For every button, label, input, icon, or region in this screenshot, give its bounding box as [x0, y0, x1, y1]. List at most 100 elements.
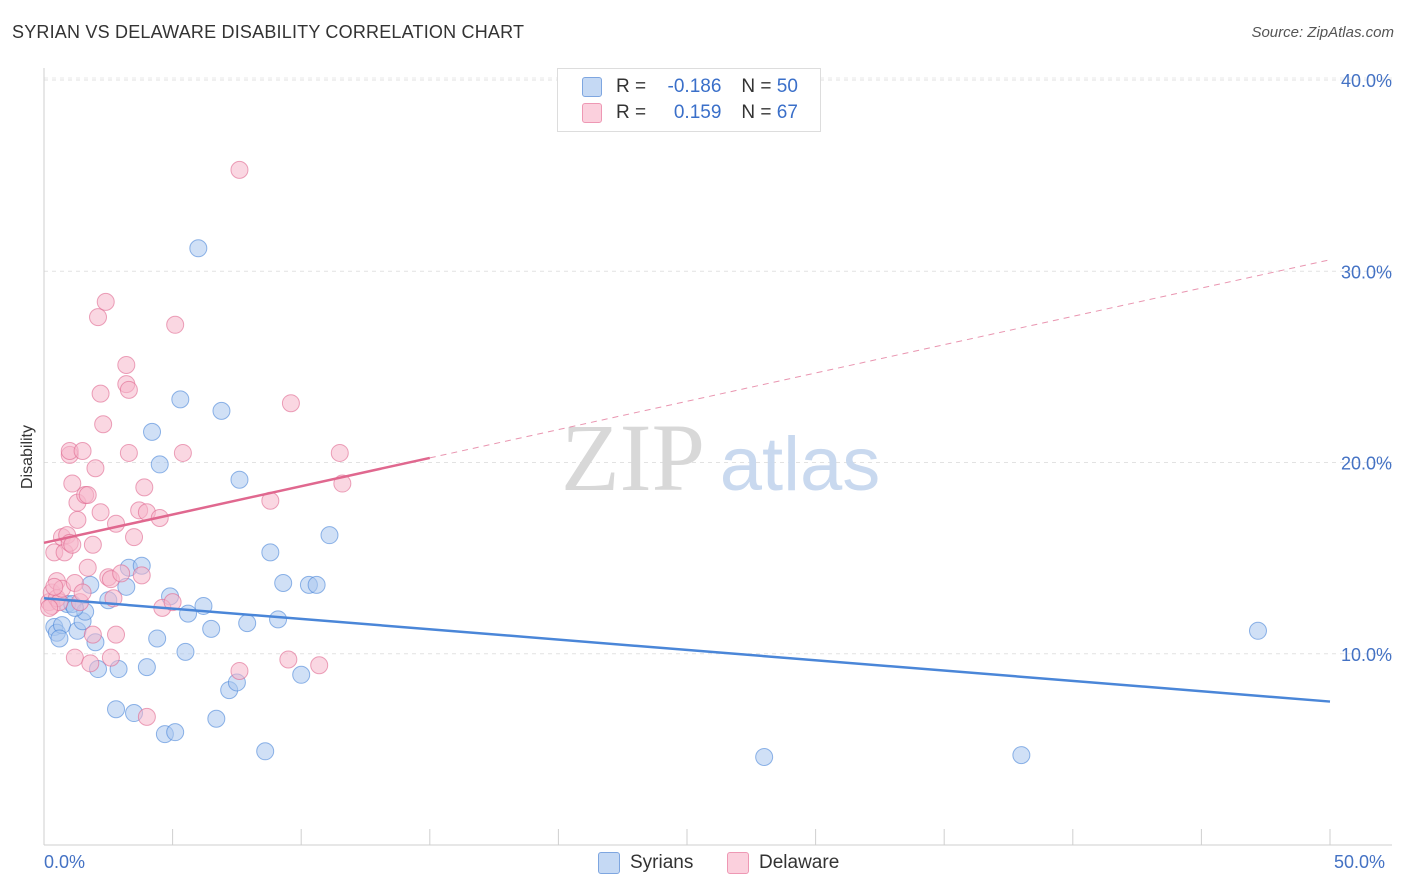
point-delaware	[40, 598, 59, 617]
point-syrians	[261, 543, 280, 562]
point-delaware	[230, 160, 249, 179]
point-delaware	[173, 443, 192, 462]
point-syrians	[274, 573, 293, 592]
point-syrians	[107, 700, 126, 719]
legend-swatch-delaware	[582, 103, 602, 123]
x-tick-label-min: 0.0%	[44, 852, 86, 872]
point-delaware	[107, 514, 126, 533]
point-syrians	[230, 470, 249, 489]
point-syrians	[166, 723, 185, 742]
legend-swatch-syrians	[598, 852, 620, 874]
legend-label-syrians: Syrians	[630, 852, 694, 873]
point-delaware	[91, 384, 110, 403]
legend-label-delaware: Delaware	[759, 852, 840, 873]
point-syrians	[292, 665, 311, 684]
legend-item-delaware[interactable]: Delaware	[727, 852, 839, 874]
point-syrians	[143, 422, 162, 441]
axes	[43, 68, 1392, 846]
point-delaware	[279, 650, 298, 669]
point-syrians	[189, 239, 208, 258]
y-tick-label: 30.0%	[1341, 262, 1392, 282]
point-syrians	[150, 455, 169, 474]
point-delaware	[112, 564, 131, 583]
legend-n-label: N =	[741, 76, 772, 97]
point-delaware	[73, 442, 92, 461]
point-syrians	[207, 709, 226, 728]
point-delaware	[137, 707, 156, 726]
point-syrians	[137, 658, 156, 677]
x-tick-label-max: 50.0%	[1334, 852, 1386, 872]
point-delaware	[78, 558, 97, 577]
legend-row-delaware: R = 0.159 N = 67	[582, 100, 798, 126]
point-delaware	[281, 394, 300, 413]
point-syrians	[212, 401, 231, 420]
point-delaware	[83, 625, 102, 644]
point-delaware	[310, 656, 329, 675]
legend-swatch-syrians	[582, 77, 602, 97]
y-tick-label: 10.0%	[1341, 645, 1392, 665]
point-delaware	[65, 648, 84, 667]
watermark-atlas: atlas	[720, 422, 881, 507]
point-syrians	[50, 629, 69, 648]
point-delaware	[125, 528, 144, 547]
legend-r-value: 0.159	[673, 102, 722, 123]
point-syrians	[755, 748, 774, 767]
legend-n-value: 50	[776, 76, 798, 97]
point-delaware	[230, 661, 249, 680]
correlation-legend: R = -0.186 N = 50 R = 0.159 N = 67	[557, 68, 821, 132]
series-legend: Syrians Delaware	[0, 852, 1406, 878]
point-delaware	[78, 486, 97, 505]
data-points	[40, 160, 1267, 767]
legend-r-value: -0.186	[667, 76, 722, 97]
legend-n-label: N =	[741, 102, 772, 123]
point-delaware	[94, 415, 113, 434]
point-delaware	[107, 625, 126, 644]
legend-r-label: R =	[616, 76, 647, 97]
point-syrians	[171, 390, 190, 409]
point-delaware	[89, 308, 108, 327]
point-delaware	[63, 474, 82, 493]
point-syrians	[307, 575, 326, 594]
point-delaware	[163, 593, 182, 612]
point-syrians	[179, 604, 198, 623]
point-syrians	[176, 642, 195, 661]
watermark: ZIP atlas	[561, 404, 880, 511]
point-syrians	[256, 742, 275, 761]
watermark-zip: ZIP	[561, 404, 705, 511]
point-delaware	[166, 315, 185, 334]
point-syrians	[202, 619, 221, 638]
point-delaware	[119, 443, 138, 462]
chart-title: SYRIAN VS DELAWARE DISABILITY CORRELATIO…	[12, 22, 525, 42]
trend-line-syrians	[43, 597, 1331, 703]
trend-line-delaware	[43, 456, 431, 545]
point-delaware	[91, 503, 110, 522]
point-syrians	[238, 614, 257, 633]
point-delaware	[132, 566, 151, 585]
point-syrians	[320, 526, 339, 545]
point-delaware	[83, 535, 102, 554]
legend-item-syrians[interactable]: Syrians	[598, 852, 693, 874]
point-delaware	[330, 443, 349, 462]
legend-row-syrians: R = -0.186 N = 50	[582, 74, 798, 100]
point-delaware	[135, 478, 154, 497]
legend-r-label: R =	[616, 102, 647, 123]
point-syrians	[148, 629, 167, 648]
point-delaware	[101, 648, 120, 667]
point-delaware	[68, 510, 87, 529]
y-tick-label: 40.0%	[1341, 71, 1392, 91]
point-delaware	[86, 459, 105, 478]
legend-swatch-delaware	[727, 852, 749, 874]
point-syrians	[269, 610, 288, 629]
point-delaware	[96, 292, 115, 311]
y-tick-labels: 10.0% 20.0% 30.0% 40.0%	[1341, 71, 1392, 665]
point-delaware	[117, 355, 136, 374]
trend-lines	[43, 259, 1331, 703]
point-delaware	[81, 654, 100, 673]
point-syrians	[1012, 746, 1031, 765]
y-tick-label: 20.0%	[1341, 454, 1392, 474]
point-delaware	[119, 380, 138, 399]
legend-n-value: 67	[776, 102, 798, 123]
point-delaware	[73, 583, 92, 602]
point-delaware	[45, 577, 64, 596]
